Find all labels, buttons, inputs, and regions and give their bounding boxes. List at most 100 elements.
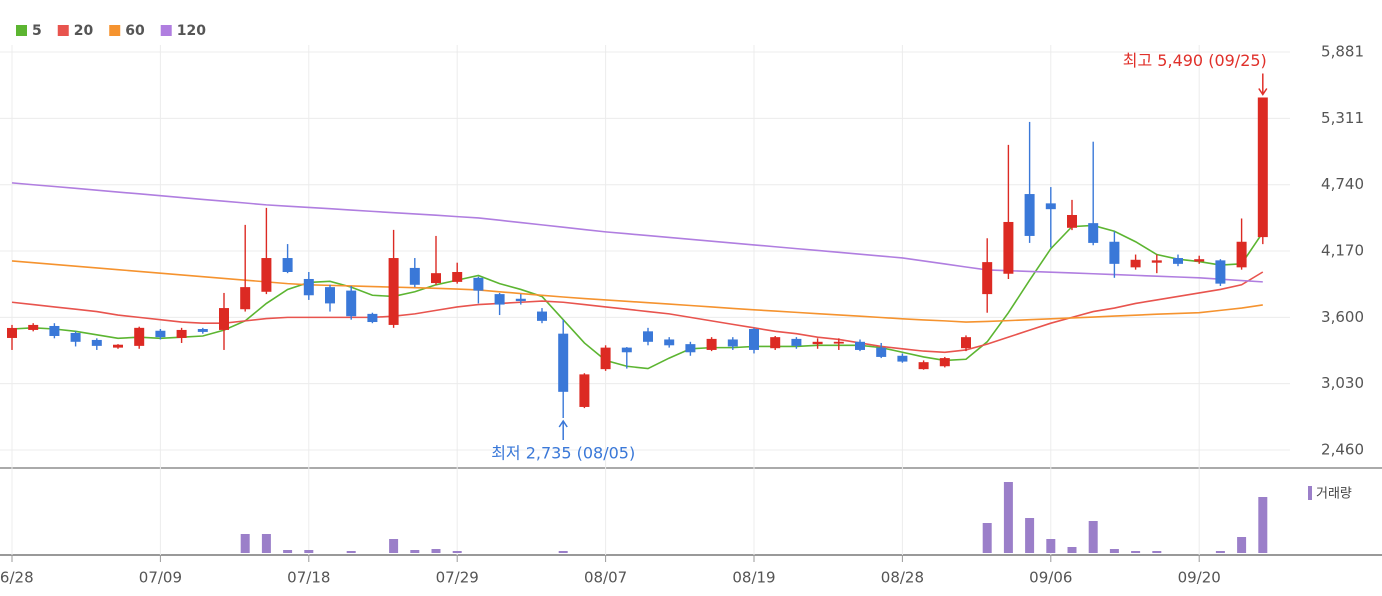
candle-body [1024, 194, 1035, 236]
candle-body [7, 327, 17, 338]
candle-body [473, 277, 484, 291]
ma-line [11, 224, 1264, 370]
volume-bar [1215, 551, 1225, 553]
candle-body [897, 355, 908, 362]
x-tick-label: 09/20 [1178, 569, 1221, 587]
candle-body [1003, 221, 1014, 274]
candle-body [685, 344, 696, 353]
volume-bar [452, 551, 462, 553]
volume-legend-swatch [1308, 486, 1312, 500]
legend-swatch [160, 25, 172, 36]
candle-body [1236, 241, 1247, 268]
candle-body [1173, 258, 1183, 264]
volume-bar [346, 551, 356, 553]
candle-body [812, 341, 823, 345]
candle-body [1109, 241, 1120, 264]
volume-bar [1109, 549, 1119, 553]
candle-body [388, 258, 399, 325]
low-annotation: 최저 2,735 (08/05) [491, 444, 635, 463]
volume-bar [261, 534, 271, 553]
legend-swatch [16, 25, 27, 36]
candle-body [727, 339, 738, 347]
volume-bar [1067, 547, 1077, 553]
candle-body [409, 267, 420, 285]
volume-bar [389, 539, 399, 553]
y-tick-label: 5,881 [1321, 43, 1364, 61]
candle-body [91, 339, 102, 346]
candle-body [537, 311, 547, 321]
volume-bar [283, 550, 293, 553]
candle-body [70, 332, 81, 342]
y-tick-label: 5,311 [1321, 109, 1364, 127]
candle-body [643, 331, 653, 342]
x-tick-label: 08/07 [584, 569, 627, 587]
candle-body [1215, 260, 1226, 284]
volume-bar [1131, 551, 1141, 553]
candle-body [494, 294, 505, 305]
high-annotation: 최고 5,490 (09/25) [1123, 51, 1267, 70]
volume-bar [1025, 518, 1035, 553]
legend-label: 60 [125, 23, 145, 39]
candle-body [134, 327, 145, 346]
candle-body [261, 258, 272, 292]
x-tick-label: 07/09 [139, 569, 182, 587]
candle-body [1257, 97, 1268, 238]
candle-body [325, 287, 335, 304]
x-tick-label: 08/19 [732, 569, 775, 587]
candle-body [876, 347, 887, 357]
candle-body [621, 347, 632, 353]
volume-bar [431, 549, 441, 553]
y-tick-label: 3,030 [1321, 374, 1364, 392]
y-tick-label: 3,600 [1321, 308, 1364, 326]
candle-body [28, 324, 39, 330]
candle-body [558, 333, 569, 392]
candle-body [749, 329, 759, 350]
y-tick-label: 2,460 [1321, 441, 1364, 459]
candle-body [155, 330, 166, 338]
volume-bar [1152, 551, 1162, 553]
legend-label: 20 [74, 23, 94, 39]
ma-line [11, 260, 1263, 323]
candle-body [197, 329, 208, 332]
candle-body [515, 298, 526, 302]
candle-body [600, 347, 611, 370]
candle-body [176, 329, 187, 338]
candle-body [982, 262, 993, 295]
candle-body [791, 338, 802, 346]
high-arrow-head [1258, 88, 1268, 96]
candle-body [219, 308, 229, 330]
legend-label: 5 [32, 23, 42, 39]
volume-bar [558, 551, 568, 553]
ma-line [11, 182, 1263, 283]
volume-bar [1237, 537, 1247, 553]
candle-body [367, 313, 378, 323]
candle-body [706, 338, 717, 350]
volume-bar [1003, 482, 1013, 553]
legend-swatch [57, 25, 69, 36]
candle-body [1151, 260, 1162, 263]
candle-body [961, 337, 971, 349]
volume-bar [410, 550, 420, 553]
y-tick-label: 4,170 [1321, 242, 1364, 260]
candle-body [1194, 259, 1205, 262]
volume-bar [1258, 497, 1268, 553]
volume-bar [240, 534, 250, 553]
x-tick-label: 07/29 [436, 569, 479, 587]
candle-body [49, 325, 60, 336]
candle-body [431, 273, 441, 284]
legend-label: 120 [177, 23, 206, 39]
volume-bar [982, 523, 992, 553]
x-tick-label: 07/18 [287, 569, 330, 587]
legend-swatch [109, 25, 121, 36]
candle-body [1045, 203, 1056, 210]
candle-body [303, 278, 314, 296]
volume-legend-label: 거래량 [1316, 487, 1352, 502]
x-tick-label: 08/28 [881, 569, 924, 587]
candle-body [1130, 259, 1141, 268]
candle-body [833, 341, 844, 344]
volume-bar [1088, 521, 1098, 553]
candle-body [939, 358, 950, 367]
candle-body [346, 290, 357, 317]
